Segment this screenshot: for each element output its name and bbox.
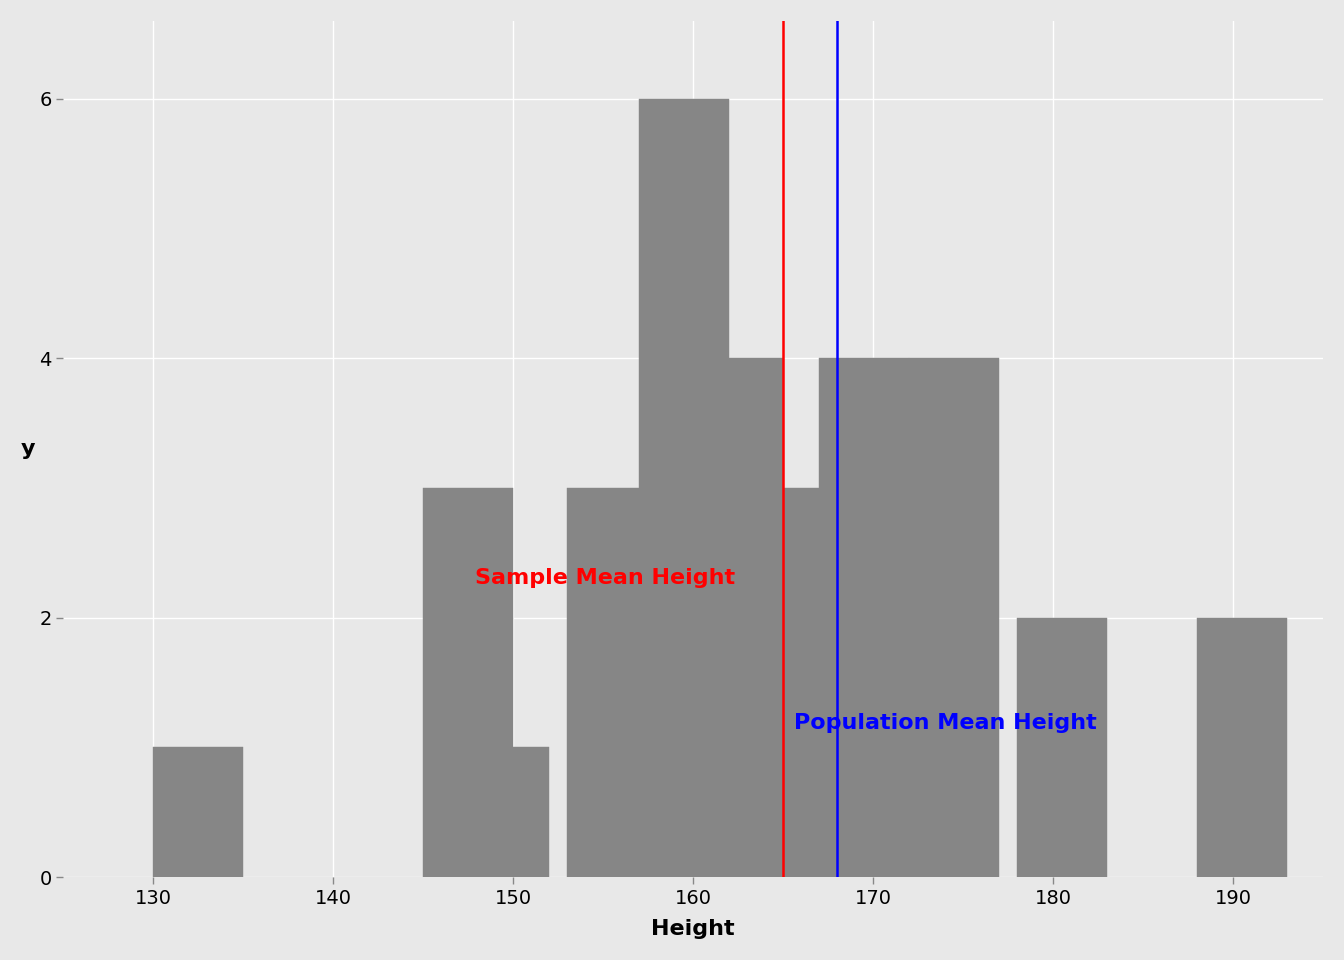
Bar <box>910 358 999 877</box>
Bar <box>820 358 910 877</box>
Bar <box>730 488 820 877</box>
Bar <box>640 99 730 877</box>
X-axis label: Height: Height <box>652 919 735 939</box>
Text: Population Mean Height: Population Mean Height <box>794 713 1097 733</box>
Y-axis label: y: y <box>22 439 35 459</box>
Bar <box>874 617 910 877</box>
Bar <box>567 488 640 877</box>
Bar <box>423 488 513 877</box>
Bar <box>1198 617 1288 877</box>
Text: Sample Mean Height: Sample Mean Height <box>474 567 735 588</box>
Bar <box>153 748 243 877</box>
Bar <box>1017 617 1107 877</box>
Bar <box>694 358 784 877</box>
Bar <box>513 748 550 877</box>
